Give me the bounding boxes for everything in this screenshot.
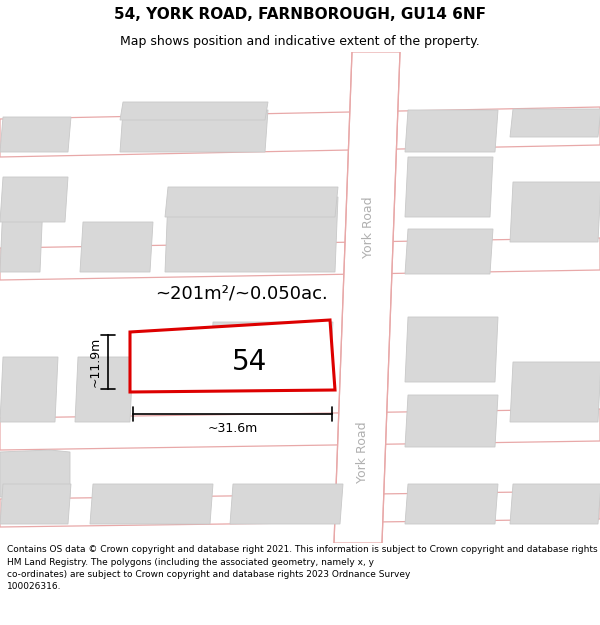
Polygon shape (165, 187, 338, 217)
Polygon shape (0, 409, 600, 450)
Polygon shape (510, 109, 600, 137)
Polygon shape (0, 202, 43, 272)
Polygon shape (405, 229, 493, 274)
Text: ~31.6m: ~31.6m (208, 422, 257, 435)
Polygon shape (334, 52, 400, 543)
Polygon shape (120, 110, 268, 152)
Polygon shape (405, 110, 498, 152)
Polygon shape (0, 450, 70, 497)
Polygon shape (405, 395, 498, 447)
Text: Contains OS data © Crown copyright and database right 2021. This information is : Contains OS data © Crown copyright and d… (7, 546, 600, 591)
Polygon shape (230, 484, 343, 524)
Polygon shape (0, 238, 600, 280)
Polygon shape (0, 107, 600, 157)
Polygon shape (80, 222, 153, 272)
Polygon shape (90, 484, 213, 524)
Polygon shape (0, 484, 71, 524)
Polygon shape (165, 197, 338, 272)
Polygon shape (120, 102, 268, 120)
Polygon shape (510, 484, 600, 524)
Polygon shape (405, 484, 498, 524)
Polygon shape (405, 157, 493, 217)
Polygon shape (0, 491, 600, 527)
Text: Map shows position and indicative extent of the property.: Map shows position and indicative extent… (120, 35, 480, 48)
Text: ~201m²/~0.050ac.: ~201m²/~0.050ac. (155, 284, 328, 302)
Text: York Road: York Road (361, 196, 374, 258)
Polygon shape (405, 317, 498, 382)
Polygon shape (130, 320, 335, 392)
Polygon shape (0, 357, 58, 422)
Polygon shape (0, 117, 71, 152)
Polygon shape (510, 362, 600, 422)
Text: 54, YORK ROAD, FARNBOROUGH, GU14 6NF: 54, YORK ROAD, FARNBOROUGH, GU14 6NF (114, 7, 486, 22)
Polygon shape (510, 182, 600, 242)
Text: 54: 54 (232, 348, 268, 376)
Polygon shape (210, 322, 333, 377)
Text: ~11.9m: ~11.9m (89, 337, 102, 387)
Polygon shape (0, 177, 68, 222)
Text: York Road: York Road (355, 421, 368, 482)
Polygon shape (75, 357, 133, 422)
